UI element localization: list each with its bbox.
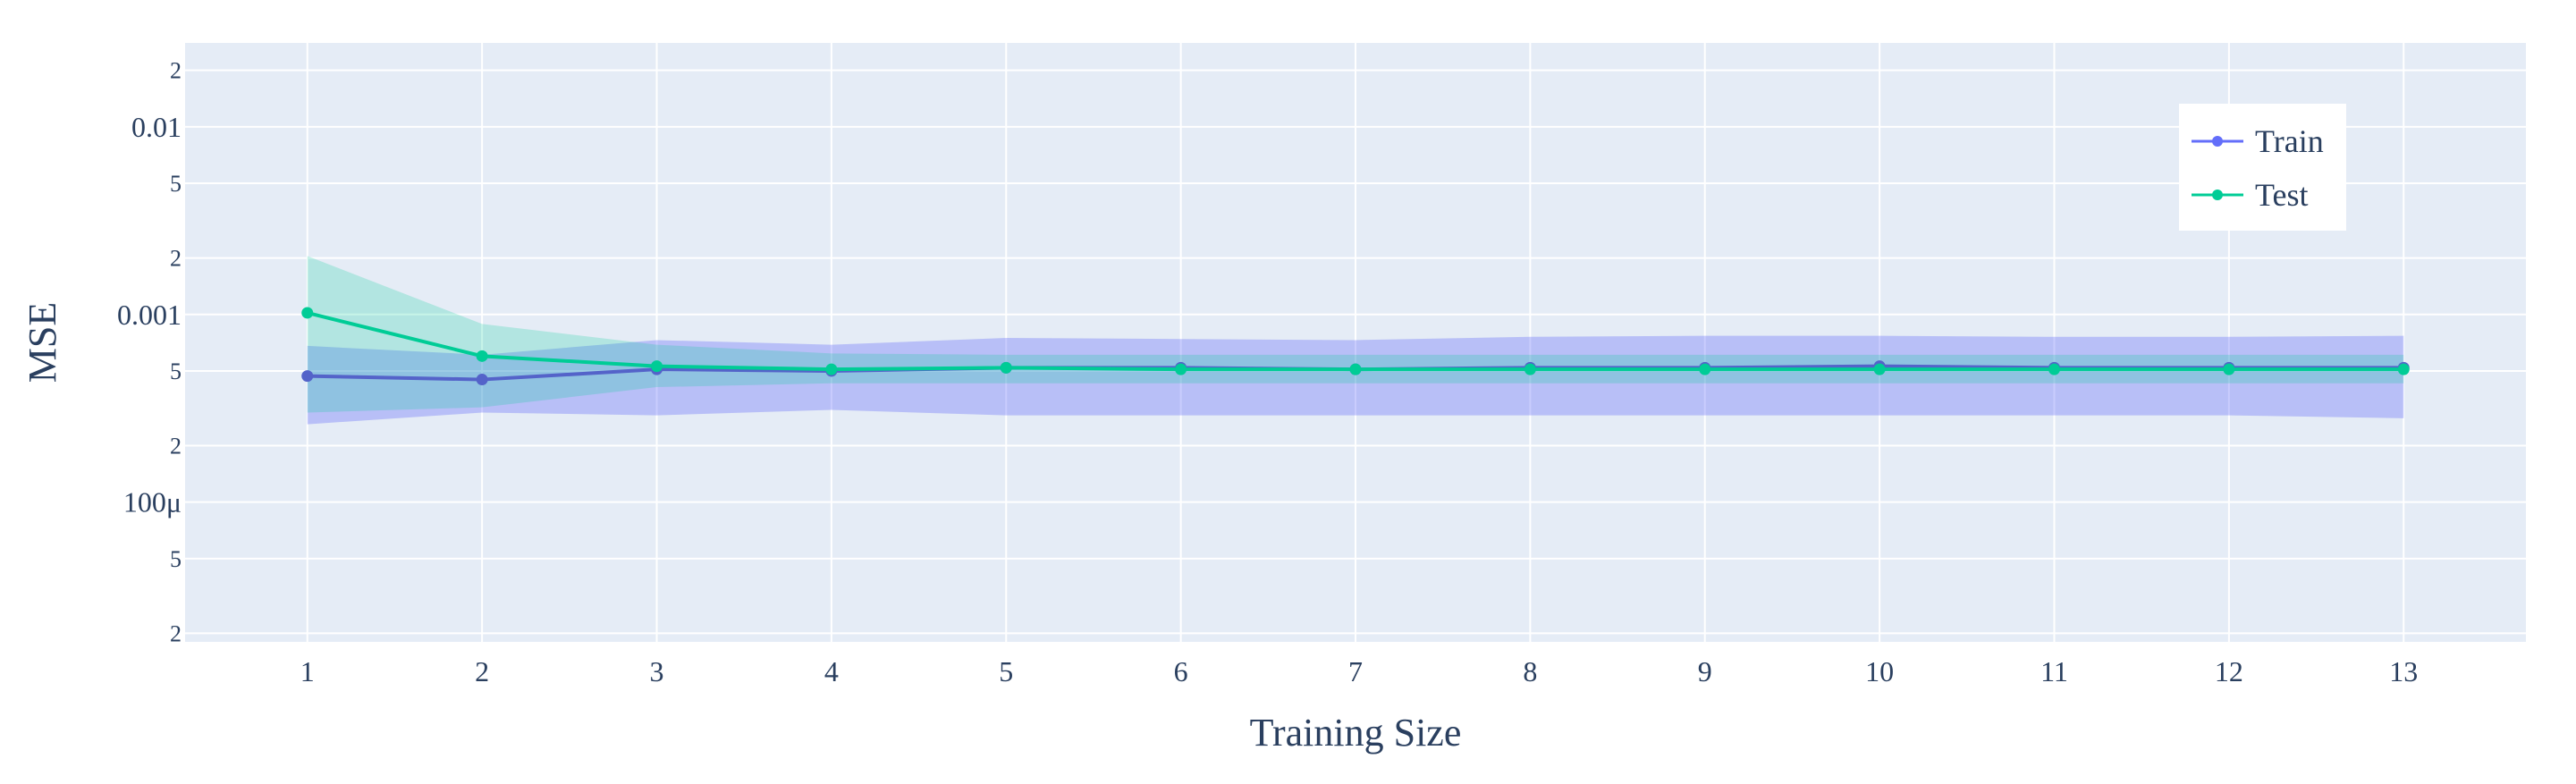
x-tick-label: 6 xyxy=(1174,655,1188,687)
x-tick-label: 10 xyxy=(1865,655,1894,687)
x-tick-label: 3 xyxy=(650,655,664,687)
y-tick-label: 0.01 xyxy=(131,111,182,143)
y-minor-tick-label: 5 xyxy=(170,358,182,384)
y-minor-tick-label: 5 xyxy=(170,171,182,197)
y-minor-tick-label: 2 xyxy=(170,246,182,272)
x-tick-label: 11 xyxy=(2040,655,2068,687)
x-tick-label: 13 xyxy=(2389,655,2418,687)
band-train xyxy=(307,335,2404,425)
x-tick-label: 1 xyxy=(300,655,315,687)
x-tick-label: 7 xyxy=(1348,655,1363,687)
point-test xyxy=(1699,363,1711,375)
y-axis-title: MSE xyxy=(21,302,64,383)
y-axis-ticks: 100μ 0.001 0.01 2 5 2 5 2 5 2 xyxy=(117,58,182,647)
legend-label-test: Test xyxy=(2255,177,2308,213)
point-test xyxy=(1524,363,1536,375)
x-tick-label: 4 xyxy=(824,655,839,687)
y-tick-label: 0.001 xyxy=(117,299,182,331)
x-tick-label: 12 xyxy=(2215,655,2243,687)
legend-item-test[interactable]: Test xyxy=(2192,177,2308,213)
x-tick-label: 5 xyxy=(999,655,1013,687)
point-test xyxy=(651,360,663,373)
x-axis-title: Training Size xyxy=(1250,711,1462,754)
point-test xyxy=(825,363,838,375)
legend-label-train: Train xyxy=(2255,123,2324,159)
y-minor-tick-label: 2 xyxy=(170,433,182,459)
point-test xyxy=(1000,361,1012,374)
x-axis-ticks: 1 2 3 4 5 6 7 8 9 10 11 12 13 xyxy=(300,655,2418,687)
point-test xyxy=(1349,363,1362,375)
legend-marker-test xyxy=(2212,190,2223,200)
y-minor-tick-label: 2 xyxy=(170,58,182,84)
series-points xyxy=(301,307,2410,386)
y-minor-tick-label: 2 xyxy=(170,620,182,646)
legend: Train Test xyxy=(2179,104,2346,231)
x-tick-label: 9 xyxy=(1698,655,1712,687)
legend-marker-train xyxy=(2212,136,2223,147)
point-test xyxy=(1175,363,1187,375)
point-test xyxy=(301,307,314,319)
x-tick-label: 2 xyxy=(475,655,489,687)
point-test xyxy=(1873,363,1886,375)
x-tick-label: 8 xyxy=(1523,655,1537,687)
legend-box xyxy=(2179,104,2346,231)
point-test xyxy=(2223,363,2235,375)
point-test xyxy=(2397,363,2410,375)
point-test xyxy=(2048,363,2060,375)
y-tick-label: 100μ xyxy=(123,486,182,518)
y-minor-tick-label: 5 xyxy=(170,546,182,572)
point-train xyxy=(476,374,488,386)
legend-item-train[interactable]: Train xyxy=(2192,123,2324,159)
point-test xyxy=(476,350,488,362)
point-train xyxy=(301,370,314,383)
